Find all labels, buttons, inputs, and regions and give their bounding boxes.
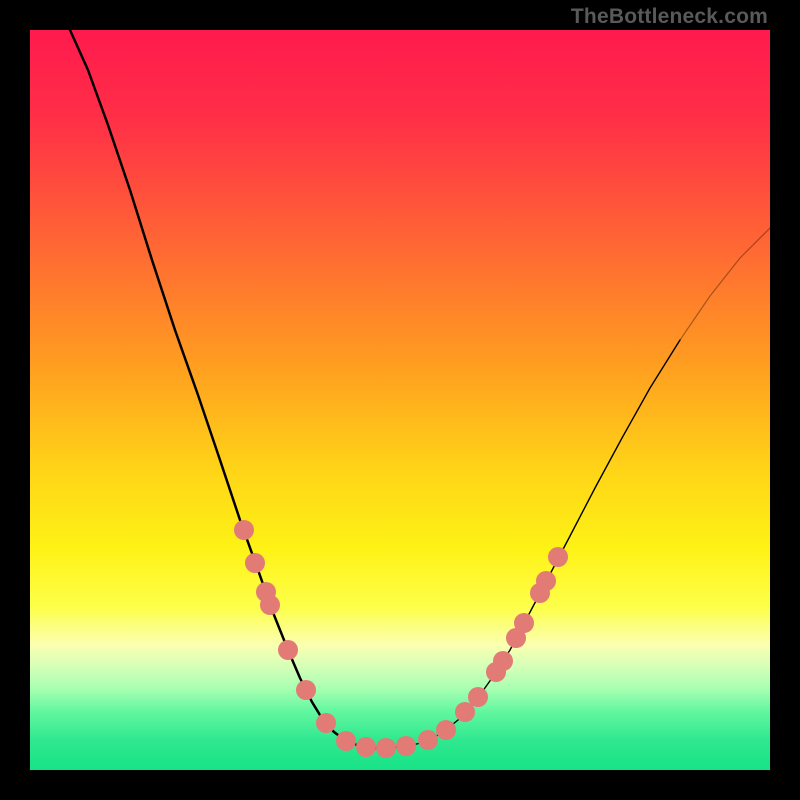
- data-marker: [396, 736, 416, 756]
- data-marker: [436, 720, 456, 740]
- data-marker: [234, 520, 254, 540]
- data-marker: [260, 595, 280, 615]
- data-marker: [278, 640, 298, 660]
- data-marker: [468, 687, 488, 707]
- chart-svg: [30, 30, 770, 770]
- data-marker: [536, 571, 556, 591]
- data-marker: [548, 547, 568, 567]
- gradient-background: [30, 30, 770, 770]
- data-marker: [336, 731, 356, 751]
- plot-area: [30, 30, 770, 770]
- data-marker: [356, 737, 376, 757]
- chart-container: TheBottleneck.com: [0, 0, 800, 800]
- data-marker: [514, 613, 534, 633]
- data-marker: [316, 713, 336, 733]
- data-marker: [418, 730, 438, 750]
- data-marker: [376, 738, 396, 758]
- data-marker: [296, 680, 316, 700]
- data-marker: [493, 651, 513, 671]
- data-marker: [245, 553, 265, 573]
- watermark-text: TheBottleneck.com: [571, 5, 768, 29]
